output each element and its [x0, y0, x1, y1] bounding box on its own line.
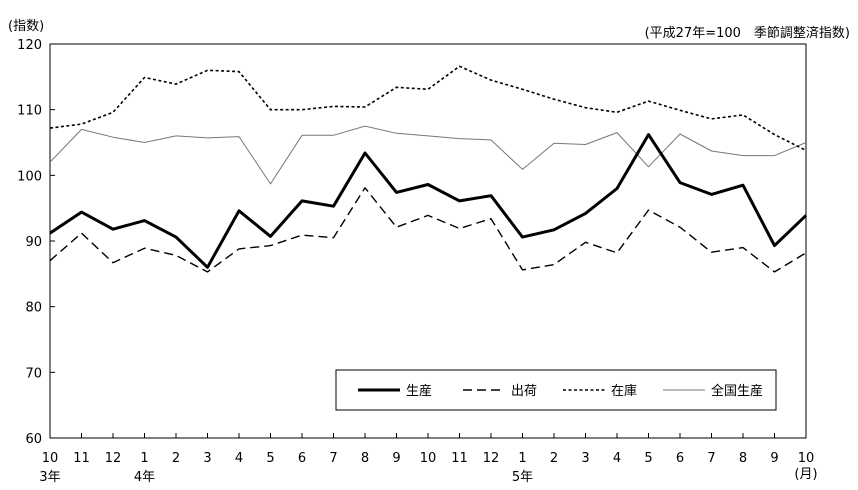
legend: 生産 出荷 在庫 全国生産: [335, 369, 777, 411]
x-tick-label: 5: [266, 451, 274, 466]
x-tick-label: 12: [105, 451, 122, 466]
x-tick-label: 3: [581, 451, 589, 466]
x-tick-label: 10: [42, 451, 59, 466]
chart-note: (平成27年=100 季節調整済指数): [645, 25, 850, 41]
y-tick-label: 70: [25, 366, 42, 381]
x-tick-label: 9: [392, 451, 400, 466]
legend-label: 全国生産: [711, 383, 763, 399]
series-lines: [49, 65, 808, 273]
x-tick-label: 10: [798, 451, 815, 466]
x-tick-label: 5: [644, 451, 652, 466]
series-line-2: [49, 65, 807, 152]
x-tick-label: 6: [298, 451, 306, 466]
y-tick-label: 80: [25, 301, 42, 316]
y-axis-unit-label: (指数): [8, 19, 44, 34]
y-tick-label: 120: [17, 38, 42, 53]
x-tick-label: 7: [329, 451, 337, 466]
x-tick-label: 8: [361, 451, 369, 466]
year-label: 5年: [512, 470, 533, 485]
legend-label: 出荷: [511, 384, 537, 399]
x-tick-label: 4: [235, 451, 243, 466]
x-tick-label: 11: [451, 451, 468, 466]
series-line-0: [49, 133, 808, 269]
y-tick-label: 60: [25, 432, 42, 447]
x-tick-label: 10: [420, 451, 437, 466]
x-axis-unit-label: (月): [794, 467, 817, 482]
year-label: 3年: [39, 470, 60, 485]
y-tick-label: 110: [17, 104, 42, 119]
x-tick-label: 1: [518, 451, 526, 466]
legend-box: [335, 369, 777, 411]
x-tick-label: 6: [676, 451, 684, 466]
series-line-3: [49, 125, 807, 185]
legend-label: 生産: [406, 383, 432, 399]
legend-label: 在庫: [611, 384, 637, 399]
x-tick-label: 2: [550, 451, 558, 466]
x-tick-label: 1: [140, 451, 148, 466]
x-tick-label: 11: [73, 451, 90, 466]
x-tick-label: 9: [770, 451, 778, 466]
x-tick-label: 8: [739, 451, 747, 466]
x-tick-label: 7: [707, 451, 715, 466]
x-tick-label: 3: [203, 451, 211, 466]
y-axis: 60 70 80 90 100 110 120: [17, 38, 55, 447]
x-tick-label: 12: [483, 451, 500, 466]
series-line-1: [49, 187, 807, 273]
y-tick-label: 90: [25, 235, 42, 250]
x-tick-label: 4: [613, 451, 621, 466]
y-tick-label: 100: [17, 169, 42, 184]
x-tick-label: 2: [172, 451, 180, 466]
year-label: 4年: [134, 470, 155, 485]
